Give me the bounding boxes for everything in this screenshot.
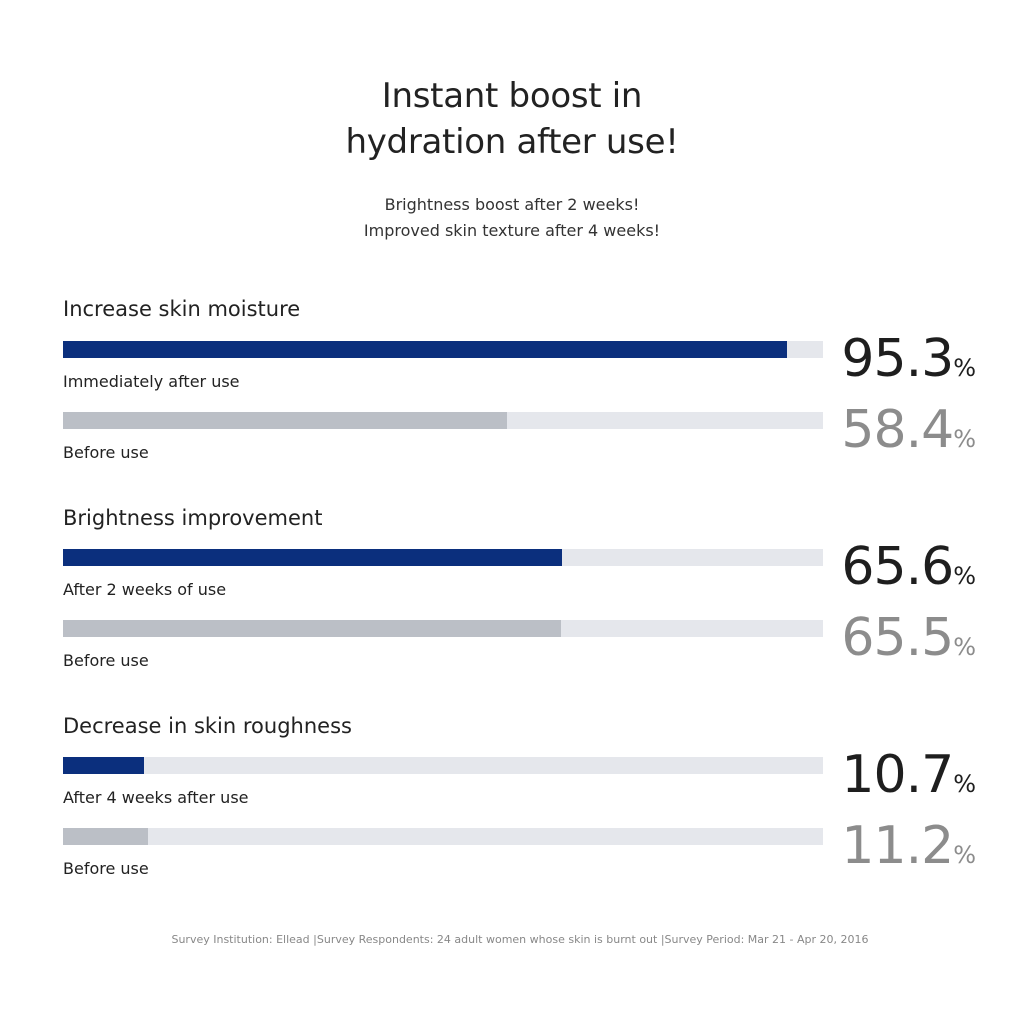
value-unit: % xyxy=(953,354,976,382)
value-roughness-after: 10.7% xyxy=(841,749,976,801)
value-moisture-before: 58.4% xyxy=(841,404,976,456)
bar-track-roughness-before xyxy=(63,828,823,845)
value-unit: % xyxy=(953,562,976,590)
survey-footnote: Survey Institution: Ellead |Survey Respo… xyxy=(0,933,1024,946)
value-unit: % xyxy=(953,841,976,869)
bar-label-brightness-before: Before use xyxy=(63,651,149,670)
bar-label-brightness-after: After 2 weeks of use xyxy=(63,580,226,599)
bar-fill-brightness-before xyxy=(63,620,561,637)
value-brightness-after: 65.6% xyxy=(841,541,976,593)
value-number: 11.2 xyxy=(841,816,953,876)
value-number: 58.4 xyxy=(841,400,953,460)
value-number: 65.6 xyxy=(841,537,953,597)
bar-track-brightness-after xyxy=(63,549,823,566)
value-number: 65.5 xyxy=(841,608,953,668)
bar-fill-roughness-after xyxy=(63,757,144,774)
bar-label-moisture-before: Before use xyxy=(63,443,149,462)
bar-track-brightness-before xyxy=(63,620,823,637)
group-title-moisture: Increase skin moisture xyxy=(63,297,300,321)
bar-fill-moisture-before xyxy=(63,412,507,429)
value-number: 10.7 xyxy=(841,745,953,805)
bar-label-roughness-after: After 4 weeks after use xyxy=(63,788,249,807)
value-unit: % xyxy=(953,425,976,453)
value-brightness-before: 65.5% xyxy=(841,612,976,664)
chart-subtitle-line-2: Improved skin texture after 4 weeks! xyxy=(0,221,1024,240)
value-roughness-before: 11.2% xyxy=(841,820,976,872)
chart-title-line-2: hydration after use! xyxy=(0,122,1024,162)
value-unit: % xyxy=(953,770,976,798)
chart-subtitle-line-1: Brightness boost after 2 weeks! xyxy=(0,195,1024,214)
bar-label-roughness-before: Before use xyxy=(63,859,149,878)
value-moisture-after: 95.3% xyxy=(841,333,976,385)
group-title-roughness: Decrease in skin roughness xyxy=(63,714,352,738)
chart-title-line-1: Instant boost in xyxy=(0,76,1024,116)
value-number: 95.3 xyxy=(841,329,953,389)
bar-fill-brightness-after xyxy=(63,549,562,566)
bar-label-moisture-after: Immediately after use xyxy=(63,372,240,391)
bar-track-moisture-after xyxy=(63,341,823,358)
value-unit: % xyxy=(953,633,976,661)
bar-track-roughness-after xyxy=(63,757,823,774)
bar-track-moisture-before xyxy=(63,412,823,429)
bar-fill-roughness-before xyxy=(63,828,148,845)
group-title-brightness: Brightness improvement xyxy=(63,506,322,530)
bar-fill-moisture-after xyxy=(63,341,787,358)
